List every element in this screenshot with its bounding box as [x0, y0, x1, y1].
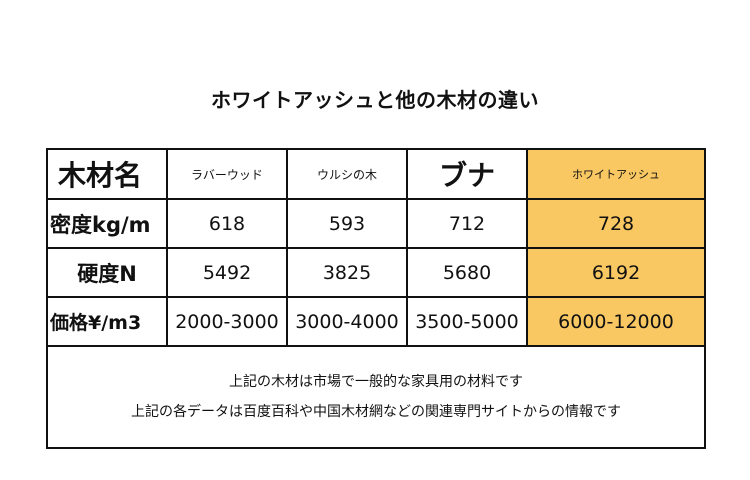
- notes-row: 上記の木材は市場で一般的な家具用の材料です 上記の各データは百度百科や中国木材網…: [46, 345, 706, 449]
- header-urushi: ウルシの木: [286, 148, 408, 200]
- table-row: 密度kg/m 618 593 712 728: [46, 198, 706, 249]
- cell-hardness-beech: 5680: [406, 247, 528, 298]
- header-wood-name: 木材名: [46, 148, 168, 200]
- header-beech: ブナ: [406, 148, 528, 200]
- note-line-2: 上記の各データは百度百科や中国木材網などの関連専門サイトからの情報です: [131, 404, 621, 420]
- cell-hardness-urushi: 3825: [286, 247, 408, 298]
- cell-density-beech: 712: [406, 198, 528, 249]
- table-row: 硬度N 5492 3825 5680 6192: [46, 247, 706, 298]
- header-white-ash: ホワイトアッシュ: [526, 148, 706, 200]
- cell-hardness-white-ash: 6192: [526, 247, 706, 298]
- page-title: ホワイトアッシュと他の木材の違い: [211, 88, 539, 112]
- cell-density-rubberwood: 618: [166, 198, 288, 249]
- cell-price-beech: 3500-5000: [406, 296, 528, 347]
- header-rubberwood: ラバーウッド: [166, 148, 288, 200]
- cell-hardness-rubberwood: 5492: [166, 247, 288, 298]
- table-header-row: 木材名 ラバーウッド ウルシの木 ブナ ホワイトアッシュ: [46, 148, 706, 200]
- cell-density-urushi: 593: [286, 198, 408, 249]
- row-label-hardness: 硬度N: [46, 247, 168, 298]
- cell-price-rubberwood: 2000-3000: [166, 296, 288, 347]
- table-row: 価格¥/m3 2000-3000 3000-4000 3500-5000 600…: [46, 296, 706, 347]
- wood-comparison-table: 木材名 ラバーウッド ウルシの木 ブナ ホワイトアッシュ 密度kg/m 618 …: [46, 148, 706, 449]
- cell-density-white-ash: 728: [526, 198, 706, 249]
- row-label-price: 価格¥/m3: [46, 296, 168, 347]
- cell-price-urushi: 3000-4000: [286, 296, 408, 347]
- notes-cell: 上記の木材は市場で一般的な家具用の材料です 上記の各データは百度百科や中国木材網…: [46, 345, 706, 449]
- row-label-density: 密度kg/m: [46, 198, 168, 249]
- note-line-1: 上記の木材は市場で一般的な家具用の材料です: [229, 374, 523, 390]
- cell-price-white-ash: 6000-12000: [526, 296, 706, 347]
